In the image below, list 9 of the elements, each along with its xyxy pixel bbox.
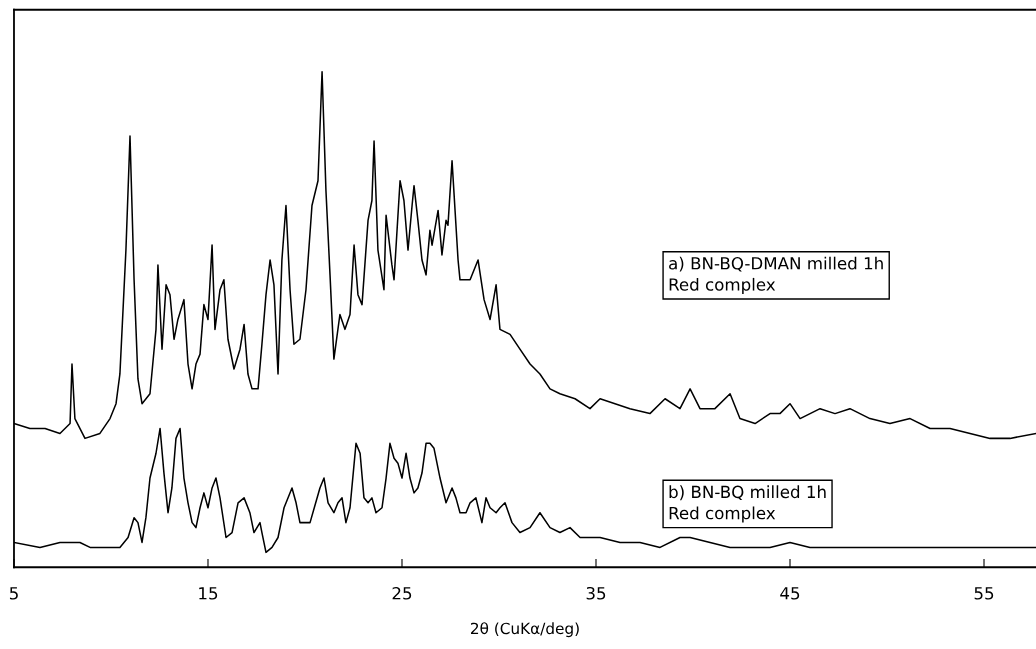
x-tick-label: 15 <box>199 587 218 600</box>
x-tick-label: 35 <box>586 586 606 600</box>
x-tick-label: 25 <box>392 586 412 600</box>
x-tick-label: 45 <box>780 587 800 600</box>
x-axis-title: 2θ (CuKα/deg) <box>471 622 579 638</box>
series-label: b) BN-BQ milled 1h Red complex <box>669 485 826 523</box>
x-tick-label: 5 <box>9 587 18 600</box>
x-tick-label: 55 <box>974 587 994 600</box>
text: a) BN-BQ-DMAN milled 1h Red complex <box>669 256 883 295</box>
